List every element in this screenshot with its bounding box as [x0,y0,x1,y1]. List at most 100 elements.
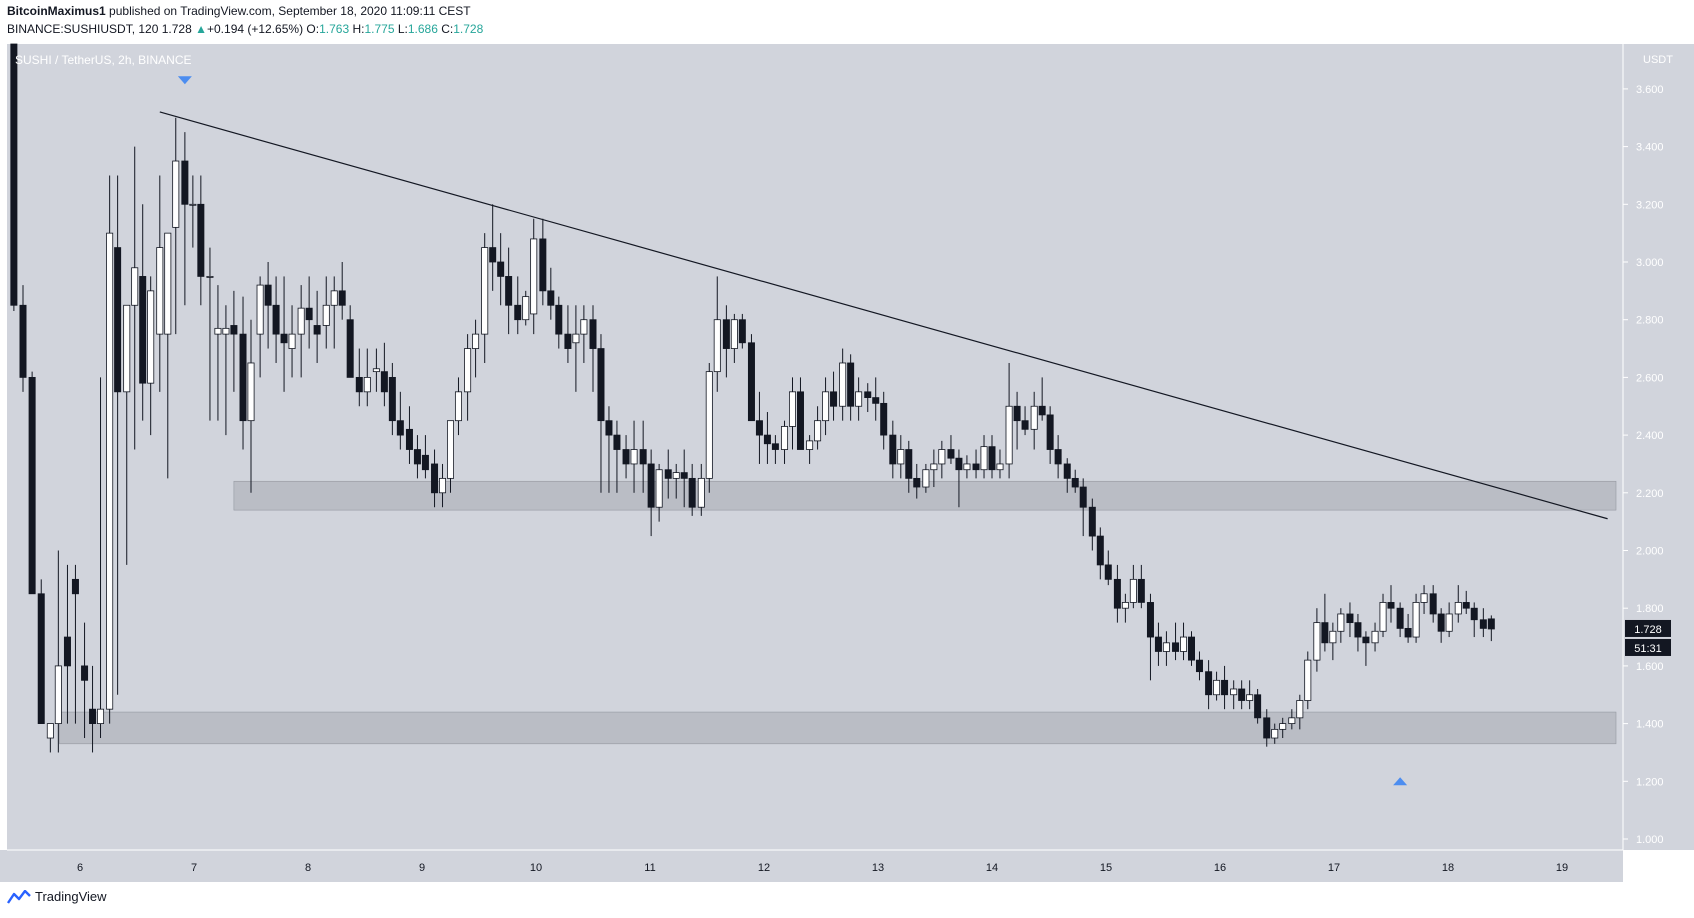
candle[interactable] [114,175,122,695]
candle[interactable] [705,362,713,493]
candle[interactable] [405,406,413,464]
candle[interactable] [980,435,988,479]
candle[interactable] [988,435,996,479]
candle[interactable] [131,146,139,450]
candle[interactable] [1079,478,1087,537]
candle[interactable] [372,348,380,392]
candle[interactable] [388,362,396,436]
candle[interactable] [1254,688,1262,724]
candle[interactable] [28,371,36,595]
candle[interactable] [1137,564,1145,609]
candle[interactable] [822,377,830,436]
candle[interactable] [930,449,938,488]
candle[interactable] [1188,631,1196,666]
candle[interactable] [897,435,905,479]
candle[interactable] [230,290,238,392]
candle[interactable] [605,406,613,493]
candle[interactable] [1038,377,1046,421]
candle[interactable] [1146,593,1154,681]
candle[interactable] [547,267,555,320]
candle[interactable] [847,354,855,421]
candle[interactable] [454,377,462,436]
candle[interactable] [697,463,705,516]
candle[interactable] [539,218,547,306]
candle[interactable] [239,296,247,450]
candle[interactable] [1221,665,1229,710]
candle[interactable] [763,412,771,464]
candle[interactable] [10,43,18,312]
candle[interactable] [830,371,838,421]
candle[interactable] [1046,406,1054,464]
candle[interactable] [1371,622,1379,652]
time-axis[interactable] [0,850,1623,882]
candle[interactable] [147,276,155,436]
candle[interactable] [572,305,580,392]
candle[interactable] [139,204,147,421]
candle[interactable] [1379,593,1387,638]
candle[interactable] [1437,608,1445,643]
candle[interactable] [1213,671,1221,701]
candle[interactable] [1279,717,1287,739]
candle[interactable] [1205,660,1213,710]
candle[interactable] [1230,680,1238,710]
candle[interactable] [305,276,313,349]
candle[interactable] [522,290,530,326]
candle[interactable] [1030,391,1038,450]
support-zone[interactable] [59,711,1617,745]
candle[interactable] [905,440,913,493]
candle[interactable] [1180,622,1188,661]
candle[interactable] [1321,593,1329,652]
candle[interactable] [713,276,721,392]
candle[interactable] [1313,608,1321,672]
candle[interactable] [256,276,264,378]
candle[interactable] [1487,615,1495,642]
candle[interactable] [489,204,497,291]
candle[interactable] [189,175,197,248]
candle[interactable] [1329,622,1337,661]
candle[interactable] [963,455,971,479]
candle[interactable] [1096,527,1104,580]
candle[interactable] [505,247,513,335]
candle[interactable] [1129,564,1137,609]
candle[interactable] [1104,550,1112,586]
candle[interactable] [1263,709,1271,747]
candle[interactable] [722,305,730,378]
candle[interactable] [89,665,97,753]
candle[interactable] [156,175,164,392]
candle[interactable] [880,391,888,450]
candle[interactable] [947,435,955,464]
candle[interactable] [431,449,439,508]
candle[interactable] [272,276,280,363]
candle[interactable] [1005,362,1013,479]
candle[interactable] [747,334,755,422]
candle[interactable] [214,285,222,421]
candle[interactable] [63,564,71,724]
candle[interactable] [464,334,472,421]
candle[interactable] [688,463,696,516]
candle[interactable] [855,377,863,421]
candle[interactable] [589,305,597,392]
candle[interactable] [123,304,131,565]
candle[interactable] [106,175,114,724]
candle[interactable] [1113,564,1121,623]
candle[interactable] [413,435,421,479]
candle[interactable] [814,406,822,450]
candle[interactable] [639,420,647,493]
candle[interactable] [597,334,605,493]
candle[interactable] [755,391,763,464]
candle[interactable] [46,723,54,753]
candle[interactable] [97,377,105,739]
candle[interactable] [363,348,371,407]
candle[interactable] [796,377,804,450]
candle[interactable] [1013,391,1021,450]
candle[interactable] [630,420,638,493]
candle[interactable] [864,383,872,413]
candle[interactable] [647,449,655,537]
candle[interactable] [172,117,180,335]
candle[interactable] [472,319,480,378]
candle[interactable] [1296,694,1304,730]
candle[interactable] [781,420,789,464]
candle[interactable] [530,218,538,335]
candle[interactable] [1354,613,1362,652]
